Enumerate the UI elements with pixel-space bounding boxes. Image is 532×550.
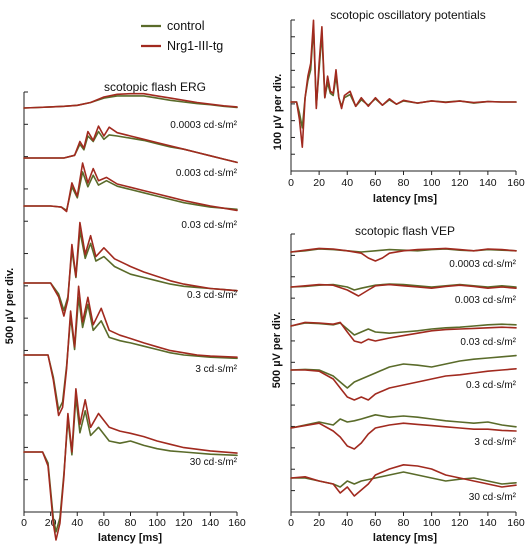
vep-x-tick-label: 40 (341, 517, 353, 529)
vep-x-tick-label: 20 (313, 517, 325, 529)
erg-x-tick-label: 100 (148, 517, 166, 529)
vep-trace-tg-5 (290, 464, 517, 497)
vep-stimulus-label-5: 30 cd·s/m² (469, 492, 517, 503)
erg-x-tick-label: 40 (71, 517, 83, 529)
vep-trace-tg-4 (290, 422, 517, 450)
erg-panel: scotopic flash ERG 500 µV per div. laten… (4, 80, 246, 544)
erg-title: scotopic flash ERG (104, 80, 206, 94)
vep-trace-tg-3 (290, 368, 517, 401)
vep-stimulus-label-4: 3 cd·s/m² (474, 437, 516, 448)
erg-trace-control-4 (23, 296, 238, 411)
erg-x-tick-label: 120 (175, 517, 193, 529)
erg-trace-tg-5 (23, 388, 238, 541)
erg-x-tick-label: 20 (45, 517, 57, 529)
vep-trace-control-3 (290, 354, 517, 389)
vep-x-tick-label: 120 (451, 517, 469, 529)
ops-title: scotopic oscillatory potentials (330, 8, 485, 22)
vep-stimulus-label-3: 0.3 cd·s/m² (466, 380, 517, 391)
erg-x-tick-label: 80 (125, 517, 137, 529)
erg-trace-tg-1 (23, 125, 238, 164)
erg-stimulus-label-3: 0.3 cd·s/m² (187, 290, 238, 301)
vep-trace-tg-2 (290, 321, 517, 344)
vep-stimulus-label-1: 0.003 cd·s/m² (455, 295, 517, 306)
vep-x-tick-label: 80 (398, 517, 410, 529)
vep-trace-control-2 (290, 322, 517, 336)
ops-x-tick-label: 120 (451, 177, 469, 189)
ops-x-tick-label: 100 (423, 177, 441, 189)
ops-x-tick-label: 40 (341, 177, 353, 189)
ops-trace-tg-0 (290, 19, 517, 148)
legend: control Nrg1-III-tg (141, 19, 223, 53)
erg-x-tick-label: 160 (228, 517, 246, 529)
vep-x-tick-label: 60 (370, 517, 382, 529)
erg-stimulus-label-5: 30 cd·s/m² (190, 457, 238, 468)
vep-y-axis-label: 500 µV per div. (271, 312, 283, 388)
vep-x-tick-label: 100 (423, 517, 441, 529)
vep-trace-tg-1 (290, 283, 517, 297)
erg-trace-control-3 (23, 230, 238, 312)
erg-trace-tg-2 (23, 162, 238, 213)
ops-x-tick-label: 140 (479, 177, 497, 189)
ops-x-tick-label: 20 (313, 177, 325, 189)
ops-x-tick-label: 80 (398, 177, 410, 189)
erg-stimulus-label-4: 3 cd·s/m² (195, 364, 237, 375)
ops-x-tick-label: 160 (507, 177, 525, 189)
erg-x-tick-label: 60 (98, 517, 110, 529)
erg-trace-tg-4 (23, 285, 238, 417)
vep-x-tick-label: 140 (479, 517, 497, 529)
erg-stimulus-label-2: 0.03 cd·s/m² (181, 220, 237, 231)
erg-stimulus-label-0: 0.0003 cd·s/m² (170, 120, 237, 131)
erg-y-axis-label: 500 µV per div. (4, 268, 16, 344)
vep-trace-tg-0 (290, 247, 517, 262)
vep-panel: scotopic flash VEP 500 µV per div. laten… (271, 224, 525, 544)
vep-stimulus-label-0: 0.0003 cd·s/m² (449, 259, 516, 270)
ops-x-tick-label: 0 (288, 177, 294, 189)
vep-trace-control-4 (290, 414, 517, 429)
ops-panel: scotopic oscillatory potentials 100 µV p… (272, 8, 525, 205)
ops-y-axis-label: 100 µV per div. (272, 74, 284, 150)
vep-x-tick-label: 0 (288, 517, 294, 529)
erg-x-tick-label: 140 (202, 517, 220, 529)
vep-trace-control-5 (290, 471, 517, 488)
vep-title: scotopic flash VEP (355, 224, 455, 238)
vep-stimulus-label-2: 0.03 cd·s/m² (460, 337, 516, 348)
erg-trace-control-5 (23, 396, 238, 533)
erg-trace-tg-3 (23, 221, 238, 317)
legend-label-control: control (167, 19, 205, 33)
ops-x-tick-label: 60 (370, 177, 382, 189)
erg-trace-tg-0 (23, 92, 238, 109)
vep-x-tick-label: 160 (507, 517, 525, 529)
legend-label-tg: Nrg1-III-tg (167, 39, 223, 53)
erg-x-tick-label: 0 (21, 517, 27, 529)
vep-x-axis-label: latency [ms] (373, 532, 438, 544)
ops-x-axis-label: latency [ms] (373, 193, 438, 205)
erg-x-axis-label: latency [ms] (98, 532, 163, 544)
erg-stimulus-label-1: 0.003 cd·s/m² (176, 168, 238, 179)
